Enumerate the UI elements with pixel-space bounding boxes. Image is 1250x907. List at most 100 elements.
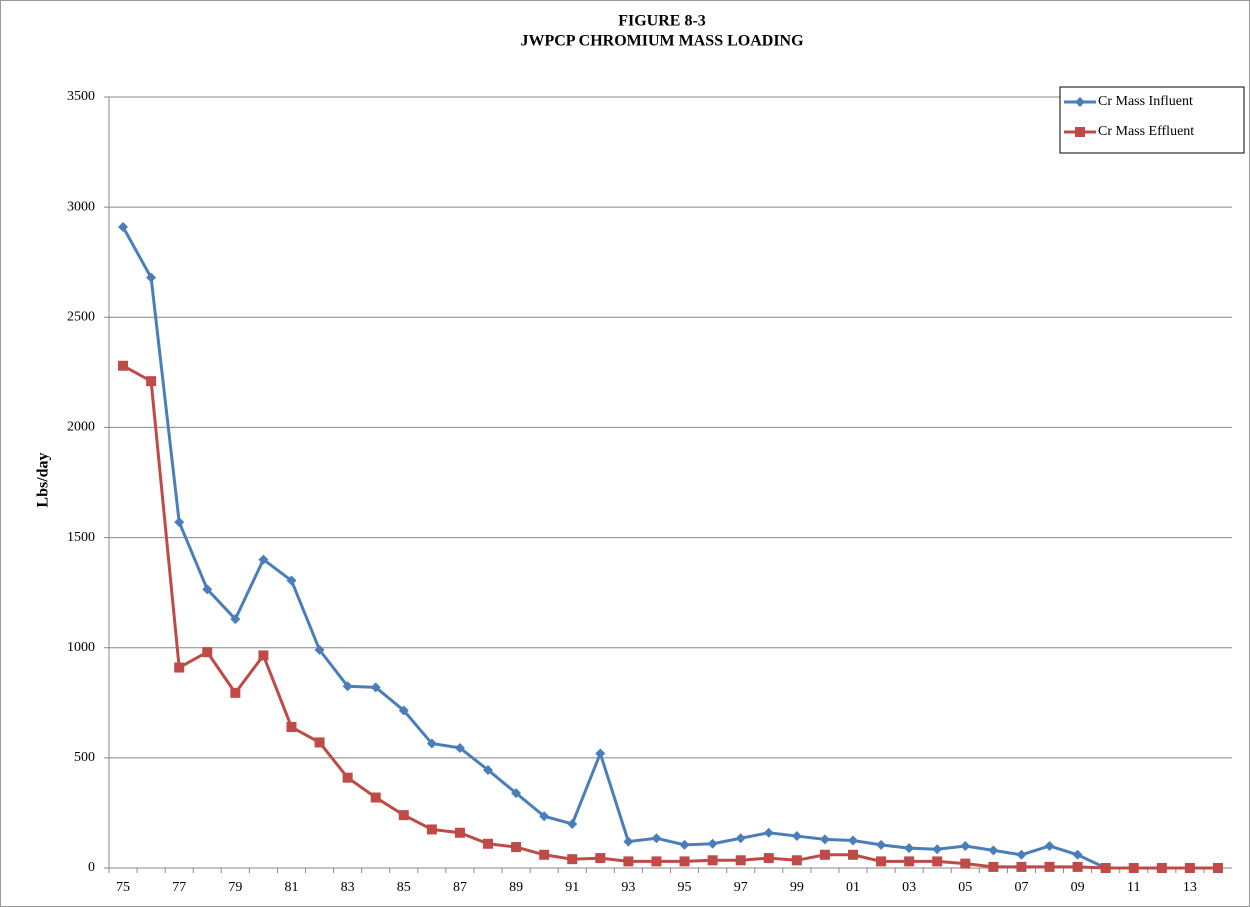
marker [342,772,353,783]
marker [483,838,494,849]
marker [567,854,578,865]
marker [1156,863,1167,873]
marker [791,831,802,842]
marker [960,858,971,869]
marker [426,738,437,749]
marker [1184,863,1195,873]
legend-box [1059,86,1245,154]
x-tick-label: 95 [678,880,692,895]
marker [174,662,185,673]
marker [763,853,774,864]
marker [1016,849,1027,860]
marker [1212,863,1223,873]
x-tick-label: 85 [397,880,411,895]
marker [988,845,999,856]
marker [651,833,662,844]
marker [202,647,213,658]
marker [707,855,718,866]
marker [960,840,971,851]
marker [623,836,634,847]
marker [511,788,522,799]
marker [847,849,858,860]
series-line [122,364,1218,870]
legend-label: Cr Mass Effluent [1098,124,1194,139]
series-line [121,226,1107,870]
marker [819,834,830,845]
marker [904,843,915,854]
marker [370,792,381,803]
marker [1044,861,1055,872]
chart-title: FIGURE 8-3 [618,13,706,30]
x-tick-label: 77 [172,880,186,895]
y-tick-label: 500 [74,750,95,765]
marker [735,833,746,844]
y-tick-label: 0 [88,860,95,875]
marker [370,682,381,693]
marker [763,827,774,838]
x-tick-label: 09 [1071,880,1085,895]
marker [988,861,999,872]
marker [1128,863,1139,873]
legend: Cr Mass Influent Cr Mass Effluent [1059,86,1245,154]
marker [1075,97,1085,107]
y-tick-label: 2000 [67,420,95,435]
marker [398,810,409,821]
marker [118,360,129,371]
marker [679,839,690,850]
marker [146,376,157,387]
marker [398,705,409,716]
marker [595,748,606,759]
x-tick-label: 79 [228,880,242,895]
marker [118,221,129,232]
marker [230,614,241,625]
marker [454,827,465,838]
x-tick-label: 89 [509,880,523,895]
marker [1044,840,1055,851]
y-tick-label: 1000 [67,640,95,655]
x-tick-label: 83 [341,880,355,895]
y-tick-label: 2500 [67,310,95,325]
marker [1072,849,1083,860]
x-tick-label: 03 [902,880,916,895]
marker [146,272,157,283]
x-tick-label: 07 [1014,880,1028,895]
marker [230,687,241,698]
marker [623,856,634,867]
marker [876,856,887,867]
marker [707,838,718,849]
marker [1100,863,1111,873]
marker [876,839,887,850]
x-tick-label: 93 [621,880,635,895]
marker [258,650,269,661]
marker [426,824,437,835]
x-tick-label: 01 [846,880,860,895]
marker [314,644,325,655]
marker [904,856,915,867]
marker [342,681,353,692]
marker [286,575,297,586]
marker [791,855,802,866]
x-tick-label: 11 [1127,880,1140,895]
marker [819,849,830,860]
marker [932,844,943,855]
marker [258,554,269,565]
marker [1072,861,1083,872]
marker [679,856,690,867]
marker [651,856,662,867]
marker [286,722,297,733]
x-tick-label: 13 [1183,880,1197,895]
legend-label: Cr Mass Influent [1098,94,1193,109]
series [118,221,1111,873]
marker [539,811,550,822]
marker [567,818,578,829]
x-tick-label: 05 [958,880,972,895]
series [118,360,1223,873]
marker [1075,127,1085,137]
chart-title: JWPCP CHROMIUM MASS LOADING [520,33,804,50]
marker [202,584,213,595]
x-tick-label: 99 [790,880,804,895]
marker [511,842,522,853]
marker [454,742,465,753]
marker [932,856,943,867]
